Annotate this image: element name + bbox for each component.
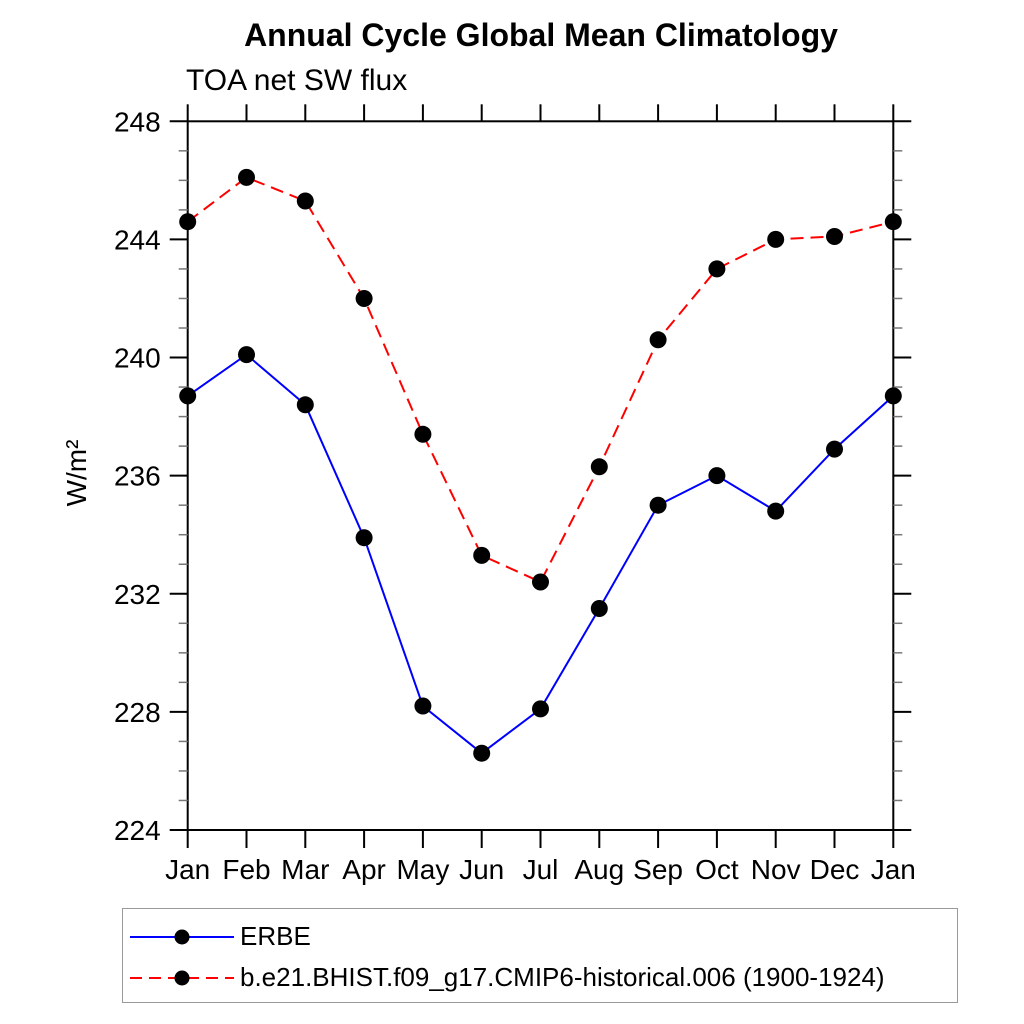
y-tick-label: 228 bbox=[114, 697, 161, 728]
y-tick-label: 244 bbox=[114, 224, 161, 255]
x-tick-label: Feb bbox=[222, 854, 270, 885]
y-tick-label: 240 bbox=[114, 343, 161, 374]
data-point-marker bbox=[826, 440, 843, 458]
legend-entry: ERBE bbox=[123, 916, 957, 957]
chart-subtitle: TOA net SW flux bbox=[186, 64, 408, 97]
data-point-marker bbox=[708, 260, 726, 278]
data-point-marker bbox=[296, 396, 314, 414]
series-line-0 bbox=[187, 353, 894, 755]
data-point-marker bbox=[767, 502, 785, 520]
chart-title: Annual Cycle Global Mean Climatology bbox=[244, 17, 838, 53]
x-tick-label: Jun bbox=[459, 854, 504, 885]
data-point-marker bbox=[473, 546, 491, 564]
data-point-marker bbox=[649, 496, 667, 514]
data-point-marker bbox=[708, 467, 726, 485]
data-point-marker bbox=[826, 228, 843, 245]
y-tick-label: 248 bbox=[114, 106, 161, 137]
data-point-marker bbox=[355, 529, 373, 547]
x-tick-label: Aug bbox=[574, 854, 624, 885]
y-tick-label: 224 bbox=[114, 815, 161, 846]
legend-label: ERBE bbox=[240, 921, 311, 951]
legend-entry: b.e21.BHIST.f09_g17.CMIP6-historical.006… bbox=[123, 957, 957, 998]
data-point-marker bbox=[590, 600, 608, 617]
series-line-1 bbox=[187, 176, 894, 584]
data-point-marker bbox=[532, 573, 549, 591]
x-tick-label: May bbox=[396, 854, 449, 885]
data-point-marker bbox=[767, 230, 785, 248]
legend-line-sample bbox=[130, 929, 234, 944]
x-tick-label: Apr bbox=[342, 854, 386, 885]
legend-marker bbox=[174, 970, 190, 985]
data-point-marker bbox=[884, 213, 902, 231]
data-point-marker bbox=[532, 700, 549, 718]
data-point-marker bbox=[414, 425, 432, 443]
legend-line-sample bbox=[130, 970, 234, 985]
x-tick-label: Mar bbox=[281, 854, 329, 885]
data-point-marker bbox=[238, 346, 255, 364]
x-tick-label: Sep bbox=[633, 854, 683, 885]
x-tick-label: Jul bbox=[523, 854, 559, 885]
x-tick-label: Nov bbox=[751, 854, 801, 885]
data-point-marker bbox=[179, 213, 197, 231]
data-point-marker bbox=[590, 458, 608, 476]
x-tick-label: Dec bbox=[810, 854, 860, 885]
x-tick-label: Jan bbox=[165, 854, 210, 885]
legend-label: b.e21.BHIST.f09_g17.CMIP6-historical.006… bbox=[240, 962, 885, 992]
data-point-marker bbox=[414, 697, 432, 715]
legend-marker bbox=[174, 929, 190, 944]
data-point-marker bbox=[355, 290, 373, 307]
data-point-marker bbox=[649, 331, 667, 349]
x-tick-label: Jan bbox=[871, 854, 916, 885]
legend: ERBE b.e21.BHIST.f09_g17.CMIP6-historical… bbox=[122, 908, 958, 1003]
y-tick-label: 232 bbox=[114, 579, 161, 610]
plot-frame bbox=[186, 120, 895, 832]
data-point-marker bbox=[179, 387, 197, 405]
data-point-marker bbox=[884, 387, 902, 405]
data-point-marker bbox=[473, 744, 491, 762]
x-tick-label: Oct bbox=[695, 854, 739, 885]
y-tick-label: 236 bbox=[114, 461, 161, 492]
data-point-marker bbox=[238, 168, 255, 186]
data-point-marker bbox=[296, 192, 314, 210]
